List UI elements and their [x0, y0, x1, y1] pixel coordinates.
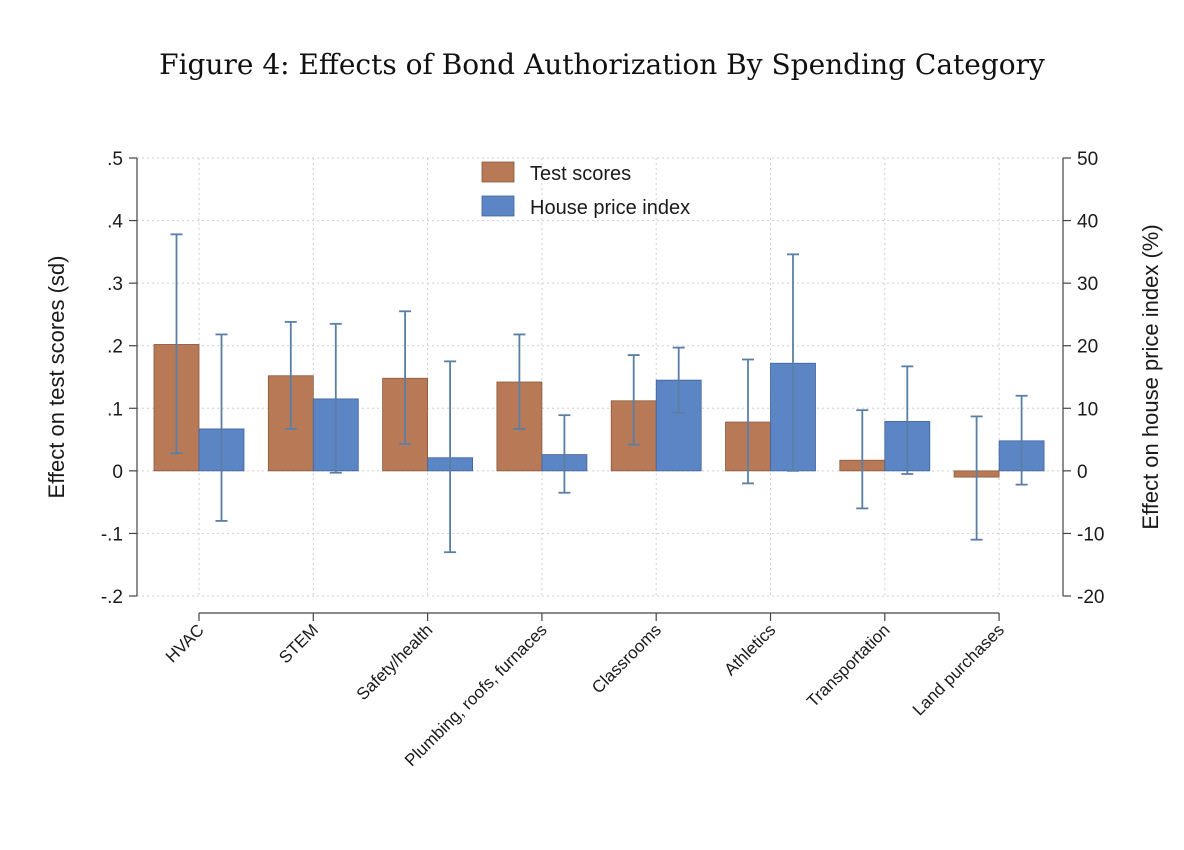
errorbar-test-scores [627, 354, 640, 446]
legend-label-test-scores: Test scores [530, 163, 631, 185]
category-label: Athletics [720, 620, 779, 679]
left-tick-label: .2 [107, 337, 123, 358]
left-axis-title: Effect on test scores (sd) [44, 256, 69, 499]
legend-swatch-house-price [481, 195, 515, 217]
right-tick-label: 40 [1077, 212, 1098, 233]
category-label: Land purchases [909, 620, 1008, 719]
right-tick-label: 30 [1077, 274, 1098, 295]
error-bars-layer [170, 233, 1028, 554]
errorbar-house-price [1015, 394, 1028, 486]
errorbar-house-price [444, 360, 457, 554]
right-tick-label: 10 [1077, 399, 1098, 420]
right-tick-label: 20 [1077, 337, 1098, 358]
category-label: STEM [275, 620, 322, 667]
left-tick-label: .1 [107, 399, 123, 420]
right-tick-label: 0 [1077, 462, 1088, 483]
left-tick-label: .4 [107, 212, 123, 233]
right-tick-label: -10 [1077, 524, 1104, 545]
category-label: Safety/health [353, 620, 437, 704]
category-label: HVAC [162, 620, 208, 666]
errorbar-test-scores [513, 333, 526, 430]
left-tick-label: .3 [107, 274, 123, 295]
errorbar-test-scores [742, 358, 754, 485]
legend-label-house-price: House price index [530, 197, 690, 219]
errorbar-house-price [329, 322, 342, 474]
left-tick-label: .5 [107, 149, 123, 170]
axes-layer: .5 .4 .3 .2 .1 0 -.1 -.2 50 40 30 20 10 0 -10 -20 Effect… [44, 149, 1163, 621]
errorbar-house-price [215, 333, 228, 522]
grid-layer [137, 157, 1063, 597]
right-tick-label: -20 [1077, 587, 1104, 608]
left-tick-label: -.2 [101, 587, 123, 608]
legend-swatch-test-scores [481, 161, 515, 183]
legend: Test scores House price index [481, 161, 690, 219]
category-label: Transportation [803, 620, 893, 710]
errorbar-test-scores [970, 415, 983, 541]
errorbar-house-price [558, 414, 571, 494]
errorbar-test-scores [170, 233, 183, 455]
errorbar-test-scores [399, 310, 412, 445]
bars-layer [153, 344, 1045, 478]
errorbar-test-scores [284, 321, 297, 430]
errorbar-test-scores [856, 409, 869, 510]
errorbar-house-price [672, 346, 685, 414]
category-label: Classrooms [588, 620, 665, 697]
right-axis-title: Effect on house price index (%) [1138, 224, 1163, 529]
left-tick-label: -.1 [101, 524, 123, 545]
errorbar-house-price [901, 365, 914, 475]
figure-title: Figure 4: Effects of Bond Authorization … [159, 48, 1045, 81]
left-tick-label: 0 [112, 462, 123, 483]
right-tick-label: 50 [1077, 149, 1098, 170]
errorbar-house-price [787, 253, 799, 472]
